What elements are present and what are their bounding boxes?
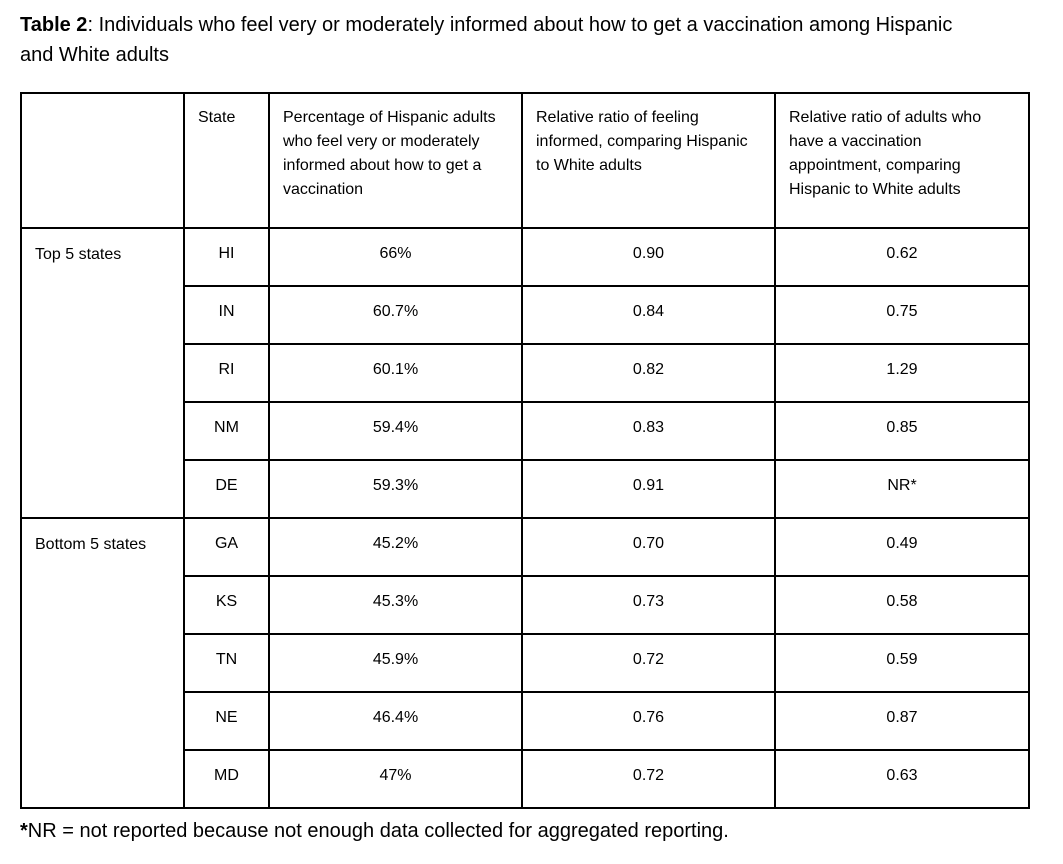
ratio-informed-cell: 0.72 [521, 749, 776, 809]
ratio-informed-cell: 0.76 [521, 691, 776, 751]
table-title-separator: : [87, 14, 99, 36]
percentage-cell: 60.7% [268, 285, 523, 345]
column-header-group [20, 92, 185, 229]
table-title-text: Individuals who feel very or moderately … [20, 14, 953, 66]
table-title: Table 2: Individuals who feel very or mo… [20, 10, 970, 70]
percentage-cell: 45.3% [268, 575, 523, 635]
ratio-informed-cell: 0.91 [521, 459, 776, 519]
ratio-appointment-cell: 0.49 [774, 517, 1030, 577]
ratio-appointment-cell: 0.75 [774, 285, 1030, 345]
percentage-cell: 46.4% [268, 691, 523, 751]
ratio-informed-cell: 0.73 [521, 575, 776, 635]
ratio-appointment-cell: 1.29 [774, 343, 1030, 403]
footnote-text: NR = not reported because not enough dat… [27, 820, 729, 842]
state-cell: HI [183, 227, 270, 287]
data-table: State Percentage of Hispanic adults who … [20, 92, 1030, 809]
percentage-cell: 45.9% [268, 633, 523, 693]
state-cell: IN [183, 285, 270, 345]
state-cell: MD [183, 749, 270, 809]
column-header-state: State [183, 92, 270, 229]
table-row: NE 46.4% 0.76 0.87 [21, 691, 1030, 751]
header-row: State Percentage of Hispanic adults who … [20, 92, 1030, 229]
state-cell: GA [183, 517, 270, 577]
percentage-cell: 45.2% [268, 517, 523, 577]
ratio-informed-cell: 0.90 [521, 227, 776, 287]
table-row: KS 45.3% 0.73 0.58 [21, 575, 1030, 635]
ratio-informed-cell: 0.82 [521, 343, 776, 403]
ratio-appointment-cell: 0.85 [774, 401, 1030, 461]
ratio-appointment-cell: 0.87 [774, 691, 1030, 751]
column-header-ratio-appointment: Relative ratio of adults who have a vacc… [774, 92, 1030, 229]
percentage-cell: 59.3% [268, 459, 523, 519]
state-cell: DE [183, 459, 270, 519]
table-row: DE 59.3% 0.91 NR* [21, 459, 1030, 519]
ratio-informed-cell: 0.72 [521, 633, 776, 693]
table-row: Top 5 states HI 66% 0.90 0.62 [20, 227, 1030, 519]
footnote-marker: * [20, 820, 28, 842]
percentage-cell: 60.1% [268, 343, 523, 403]
footnote: *NR = not reported because not enough da… [20, 817, 1045, 845]
table-row: NM 59.4% 0.83 0.85 [21, 401, 1030, 461]
state-cell: RI [183, 343, 270, 403]
ratio-appointment-cell: 0.62 [774, 227, 1030, 287]
percentage-cell: 66% [268, 227, 523, 287]
ratio-informed-cell: 0.83 [521, 401, 776, 461]
group-label-bottom5: Bottom 5 states [20, 517, 185, 809]
table-row: Bottom 5 states GA 45.2% 0.70 0.49 [20, 517, 1030, 809]
percentage-cell: 47% [268, 749, 523, 809]
state-cell: NE [183, 691, 270, 751]
state-cell: KS [183, 575, 270, 635]
column-header-ratio-informed: Relative ratio of feeling informed, comp… [521, 92, 776, 229]
percentage-cell: 59.4% [268, 401, 523, 461]
table-row: RI 60.1% 0.82 1.29 [21, 343, 1030, 403]
table-row: TN 45.9% 0.72 0.59 [21, 633, 1030, 693]
group-label-top5: Top 5 states [20, 227, 185, 519]
table-row: IN 60.7% 0.84 0.75 [21, 285, 1030, 345]
ratio-appointment-cell: 0.58 [774, 575, 1030, 635]
table-title-label: Table 2 [20, 14, 88, 36]
ratio-informed-cell: 0.84 [521, 285, 776, 345]
ratio-appointment-cell: NR* [774, 459, 1030, 519]
table-row: MD 47% 0.72 0.63 [21, 749, 1030, 809]
column-header-percentage: Percentage of Hispanic adults who feel v… [268, 92, 523, 229]
ratio-appointment-cell: 0.59 [774, 633, 1030, 693]
state-cell: TN [183, 633, 270, 693]
state-cell: NM [183, 401, 270, 461]
ratio-appointment-cell: 0.63 [774, 749, 1030, 809]
ratio-informed-cell: 0.70 [521, 517, 776, 577]
